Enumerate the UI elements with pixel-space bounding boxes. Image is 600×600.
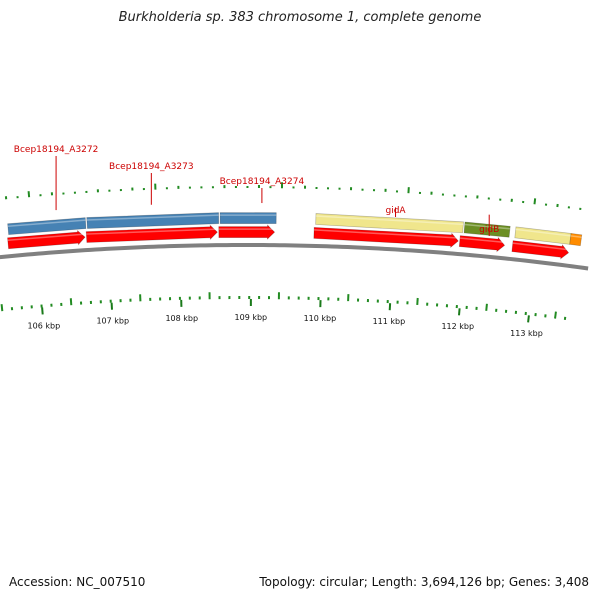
- gene-highlight: [515, 228, 571, 237]
- gene-feature-gidb: [463, 221, 511, 238]
- gene-feature: [511, 240, 570, 260]
- gene-highlight: [464, 223, 511, 230]
- scale-layer: 106 kbp 107 kbp 108 kbp 109 kbp 110 kbp 111 k…: [28, 299, 543, 338]
- scale-tick-label: 111 kbp: [373, 317, 406, 326]
- scale-tick: [457, 308, 461, 316]
- gene-feature: [7, 217, 87, 236]
- scale-tick-label: 113 kbp: [510, 329, 543, 338]
- scale-tick-label: 112 kbp: [441, 322, 474, 331]
- gene-labels-layer: Bcep18194_A3272 Bcep18194_A3273 Bcep18194_…: [14, 145, 499, 236]
- gene-highlight: [86, 214, 219, 221]
- gene-feature-bcep18194-a3272: [86, 212, 220, 229]
- gene-feature: [569, 233, 583, 247]
- gene-highlight: [7, 233, 85, 242]
- gene-highlight: [315, 215, 464, 226]
- gene-feature: [85, 224, 218, 243]
- gene-highlight: [314, 229, 459, 239]
- backbone-arc: [0, 243, 589, 271]
- gene-feature: [313, 227, 459, 249]
- gene-feature: [458, 235, 506, 253]
- genome-summary: Topology: circular; Length: 3,694,126 bp…: [259, 575, 589, 589]
- gene-label-bcep18194-a3272: Bcep18194_A3272: [14, 145, 99, 155]
- gene-label-bcep18194-a3274: Bcep18194_A3274: [220, 177, 305, 187]
- gene-feature-gida: [315, 213, 464, 234]
- scale-tick-label: 108 kbp: [165, 314, 198, 323]
- gc-tick-outer: [533, 198, 537, 205]
- gene-feature: [218, 224, 276, 240]
- gene-label-bcep18194-a3273: Bcep18194_A3273: [109, 162, 194, 172]
- gene-feature-bcep18194-a3273: [219, 212, 277, 225]
- scale-tick: [41, 307, 44, 315]
- gc-tick-inner: [0, 304, 4, 312]
- gc-tick-inner: [554, 311, 557, 319]
- gene-feature: [514, 226, 572, 245]
- gene-highlight: [459, 237, 506, 244]
- gene-features-layer: [7, 212, 583, 260]
- gene-highlight: [512, 242, 570, 251]
- gene-highlight: [7, 219, 86, 227]
- backbone-layer: [0, 243, 589, 271]
- scale-tick-label: 109 kbp: [235, 313, 268, 322]
- scale-tick-label: 107 kbp: [96, 317, 129, 326]
- gc-tick-outer: [27, 191, 31, 198]
- gene-feature: [7, 229, 86, 250]
- accession-label: Accession: NC_007510: [9, 575, 146, 589]
- gc-ticks-layer: [0, 182, 582, 320]
- gene-highlight: [570, 235, 582, 239]
- scale-tick-label: 106 kbp: [28, 321, 61, 330]
- gene-highlight: [86, 228, 218, 235]
- gc-tick-inner: [485, 303, 488, 311]
- scale-tick: [527, 315, 530, 323]
- scale-tick-label: 110 kbp: [304, 314, 337, 323]
- map-title: Burkholderia sp. 383 chromosome 1, compl…: [118, 10, 482, 25]
